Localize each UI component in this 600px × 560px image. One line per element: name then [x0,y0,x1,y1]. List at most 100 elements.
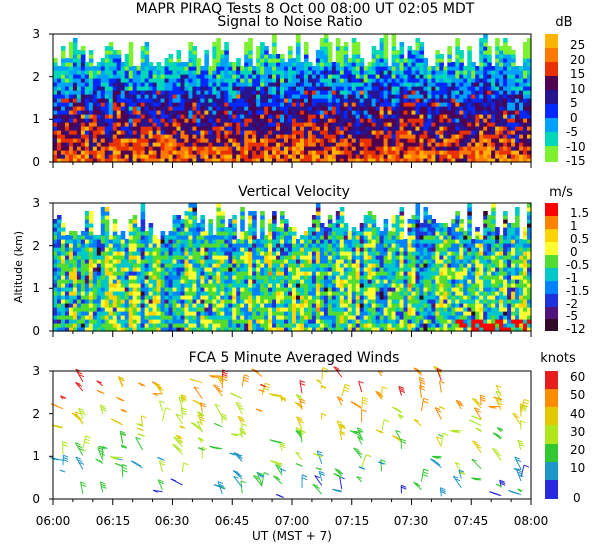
snr-cell [76,94,82,99]
snr-cell [451,74,456,79]
velocity-cell [208,287,213,292]
snr-cell [128,82,134,87]
snr-cell [435,110,440,115]
snr-cell [192,86,197,91]
velocity-cell [104,303,110,308]
snr-cell [72,150,78,155]
snr-cell [395,142,401,147]
snr-cell [184,142,190,147]
snr-cell [244,142,249,147]
velocity-cell [172,219,178,224]
velocity-cell [256,307,261,312]
snr-cell [116,150,122,155]
snr-cell [128,62,134,67]
snr-cell [232,134,237,139]
snr-cell [212,118,217,123]
velocity-cell [116,235,122,240]
snr-cell [120,158,126,163]
velocity-cell [120,279,126,284]
velocity-cell [136,279,142,284]
velocity-cell [152,251,158,256]
snr-cell [53,62,58,67]
velocity-cell [140,319,146,324]
snr-cell [303,86,309,91]
snr-cell [499,102,504,107]
snr-cell [56,134,62,139]
snr-cell [455,158,460,163]
snr-cell [144,94,150,99]
snr-cell [327,146,333,151]
velocity-cell [68,267,74,272]
snr-cell [447,98,452,103]
snr-cell [459,74,464,79]
snr-cell [212,142,217,147]
snr-cell [311,158,317,163]
snr-cell [375,158,381,163]
snr-cell [495,94,500,99]
velocity-cell [76,299,82,304]
snr-cell [240,118,245,123]
velocity-cell [148,323,154,328]
velocity-cell [152,267,158,272]
snr-cell [280,98,285,103]
snr-cell [311,98,317,103]
snr-cell [347,146,353,151]
snr-cell [295,34,301,39]
snr-cell [248,98,253,103]
snr-cell [164,154,170,159]
velocity-cell [236,271,241,276]
snr-cell [487,150,492,155]
snr-cell [407,66,413,71]
velocity-cell [128,315,134,320]
velocity-cell [53,291,58,296]
snr-cell [288,62,293,67]
snr-cell [192,146,197,151]
snr-cell [168,98,174,103]
snr-cell [319,54,325,59]
snr-cell [144,158,150,163]
snr-cell [415,62,421,67]
snr-cell [343,62,349,67]
snr-cell [307,130,313,135]
velocity-cell [68,243,74,248]
snr-cell [56,70,62,75]
snr-cell [527,50,532,55]
snr-colorbar-swatch [545,62,558,76]
snr-cell [212,86,217,91]
velocity-cell [204,263,209,268]
snr-cell [276,86,281,91]
velocity-cell [100,211,106,216]
snr-cell [268,86,273,91]
snr-cell [419,58,425,63]
snr-cell [200,122,205,127]
snr-cell [495,90,500,95]
snr-cell [216,126,221,131]
snr-cell [72,66,78,71]
snr-cell [315,126,321,131]
snr-cell [124,66,130,71]
snr-cell [128,150,134,155]
snr-cell [228,146,233,151]
snr-cell [112,110,118,115]
snr-cell [228,154,233,159]
velocity-cell [144,231,150,236]
snr-colorbar-swatch [545,34,558,48]
snr-cell [395,82,401,87]
velocity-cell [184,259,190,264]
snr-cell [172,154,178,159]
velocity-cell [224,311,229,316]
velocity-cell [128,275,134,280]
snr-cell [523,150,528,155]
velocity-cell [192,243,197,248]
snr-cell [307,94,313,99]
velocity-cell [136,307,142,312]
snr-cell [319,138,325,143]
snr-cell [128,154,134,159]
snr-cell [148,70,154,75]
snr-cell [176,106,182,111]
snr-cell [292,114,297,119]
velocity-cell [224,283,229,288]
velocity-cell [268,315,273,320]
snr-cell [515,70,520,75]
